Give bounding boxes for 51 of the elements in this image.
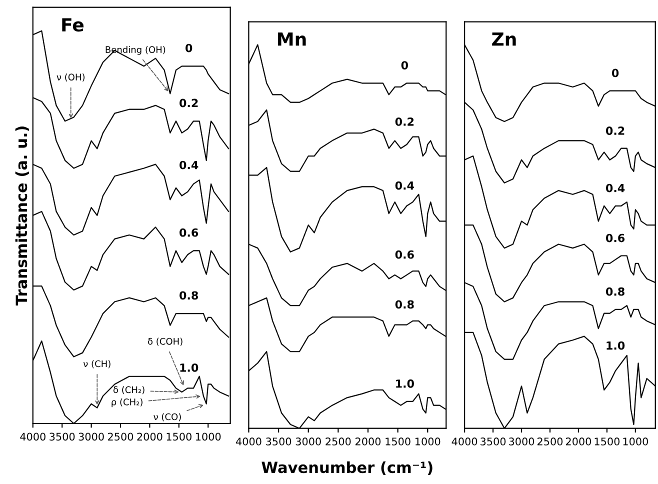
x-tick-label: 4000 — [236, 438, 262, 446]
series-label: 0.2 — [180, 98, 198, 108]
x-tick-label: 1000 — [196, 432, 221, 441]
x-tick-label: 1500 — [386, 438, 410, 446]
series-label: 0.4 — [606, 184, 625, 192]
series-label: 0.8 — [180, 291, 198, 300]
annotation: ρ (CH₂) — [112, 398, 142, 408]
annotation: ν (OH) — [56, 74, 85, 82]
x-tick-label: 2500 — [108, 432, 134, 441]
series-label: 0.2 — [395, 117, 414, 126]
annotation: Bending (OH) — [106, 46, 166, 55]
x-tick-label: 4000 — [452, 438, 478, 446]
x-tick-label: 2500 — [538, 438, 563, 446]
series-label: 0.4 — [395, 181, 414, 190]
x-tick-label: 3000 — [78, 432, 104, 441]
x-tick-label: 1000 — [416, 438, 440, 446]
annotation: δ (CH₂) — [113, 386, 144, 394]
x-tick-label: 3500 — [50, 432, 75, 441]
series-label: 1.0 — [396, 379, 414, 388]
chart-title: Mn — [278, 32, 306, 46]
x-tick-label: 3000 — [509, 438, 534, 446]
series-label: 0.2 — [606, 126, 624, 135]
x-tick-label: 2500 — [326, 438, 351, 446]
series-label: 0.4 — [180, 160, 198, 170]
x-tick-label: 2000 — [566, 438, 592, 446]
annotation: ν (CO) — [154, 413, 181, 422]
x-tick-label: 1500 — [166, 432, 192, 441]
series-label: 0.8 — [606, 287, 624, 296]
series-label: 0.6 — [606, 234, 625, 242]
x-tick-label: 3500 — [480, 438, 506, 446]
annotation: δ (COH) — [148, 338, 182, 346]
x-tick-label: 1000 — [623, 438, 648, 446]
x-tick-label: 3000 — [296, 438, 321, 446]
x-tick-label: 3500 — [266, 438, 292, 446]
series-label: 0.6 — [180, 228, 198, 237]
series-label: 0 — [401, 61, 408, 70]
x-tick-label: 1500 — [594, 438, 620, 446]
series-label: 0 — [186, 44, 192, 52]
series-label: 0.6 — [395, 250, 414, 259]
chart-title: Zn — [492, 32, 516, 46]
series-label: 1.0 — [606, 341, 625, 350]
x-tick-label: 4000 — [20, 432, 46, 441]
x-axis-title: Wavenumber (cm⁻¹) — [262, 461, 432, 475]
x-tick-label: 2000 — [137, 432, 162, 441]
annotation: ν (CH) — [83, 360, 110, 368]
series-label: 0 — [612, 68, 619, 78]
y-axis-title: Transmittance (a. u.) — [15, 126, 29, 306]
x-tick-label: 2000 — [356, 438, 381, 446]
series-label: 1.0 — [180, 363, 198, 372]
series-label: 0.8 — [395, 300, 414, 309]
chart-title: Fe — [62, 18, 84, 32]
